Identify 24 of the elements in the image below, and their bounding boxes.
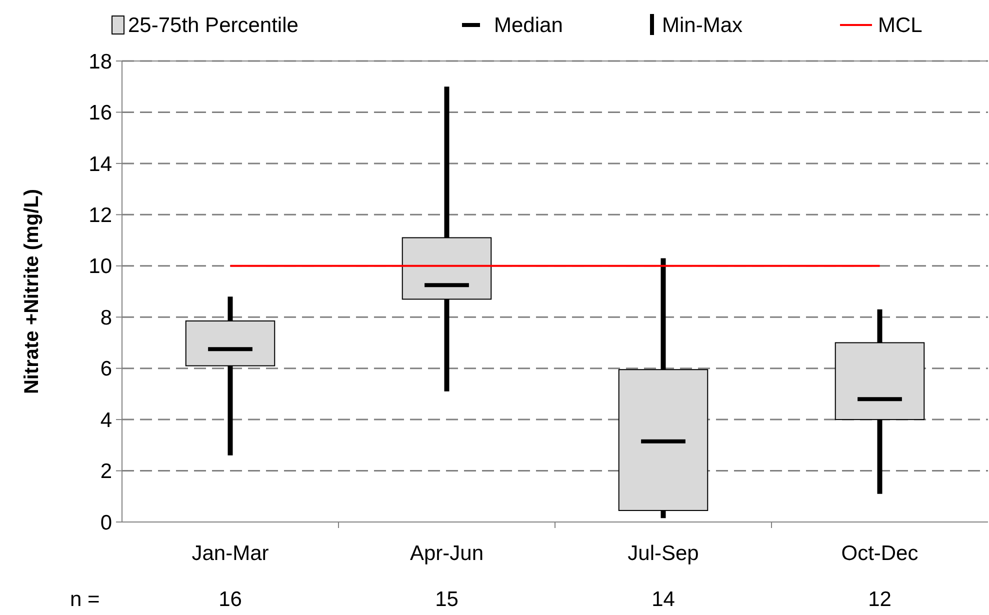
text: n = — [70, 588, 100, 611]
y-tick-label: 10 — [88, 255, 112, 278]
y-axis-title: Nitrate +Nitrite (mg/L) — [21, 188, 43, 394]
x-tick-label: Apr-Jun — [410, 542, 484, 565]
y-tick-label: 14 — [88, 152, 112, 176]
y-tick-label: 4 — [100, 408, 112, 432]
y-tick-label: 16 — [88, 102, 112, 125]
y-tick-label: 6 — [100, 358, 112, 381]
text: 16 — [218, 588, 242, 611]
y-tick-label: 0 — [100, 511, 112, 534]
legend-label: 25-75th Percentile — [128, 14, 298, 37]
x-tick-label: Jan-Mar — [192, 542, 269, 565]
y-tick-label: 8 — [100, 306, 112, 330]
text: Median — [494, 14, 563, 37]
text: 15 — [435, 588, 458, 611]
y-tick-label: 18 — [88, 50, 112, 74]
text: 14 — [652, 588, 676, 611]
text: 12 — [868, 588, 892, 611]
legend-label: MCL — [878, 14, 922, 37]
y-tick-label: 2 — [100, 460, 112, 484]
y-tick-label: 12 — [88, 204, 112, 228]
x-tick-label: Jul-Sep — [628, 542, 699, 565]
x-tick-label: Oct-Dec — [841, 542, 918, 565]
text: Min-Max — [662, 14, 744, 37]
